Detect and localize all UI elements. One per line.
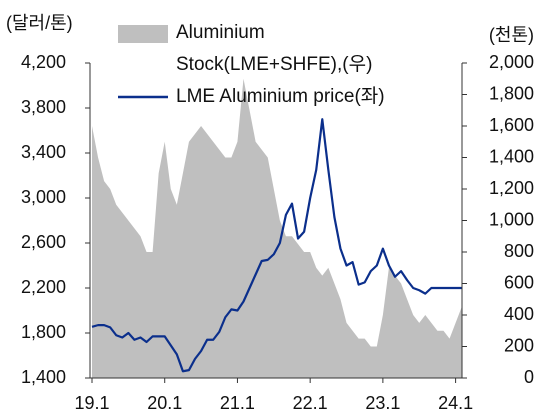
y-tick-label: 3,800 (21, 97, 66, 117)
x-tick-label: 21.1 (220, 393, 255, 412)
area (92, 78, 462, 378)
legend-label: LME Aluminium price(좌) (176, 86, 385, 107)
x-tick-label: 24.1 (438, 393, 473, 412)
y2-tick-label: 1,000 (489, 209, 534, 229)
y-tick-label: 2,600 (21, 232, 66, 252)
y-tick-label: 3,400 (21, 142, 66, 162)
legend-label: Aluminium Stock(LME+SHFE),(우) (176, 22, 373, 75)
y2-tick-label: 0 (524, 367, 534, 387)
y2-tick-label: 1,400 (489, 146, 534, 166)
y2-tick-label: 1,600 (489, 115, 534, 135)
y2-tick-label: 800 (504, 241, 534, 261)
y-axis-title: (달러/톤) (6, 13, 73, 33)
line (91, 118, 462, 373)
y2-tick-label: 600 (504, 272, 534, 292)
y-tick-label: 2,200 (21, 277, 66, 297)
x-tick-label: 19.1 (74, 393, 109, 412)
y2-tick-label: 1,200 (489, 178, 534, 198)
x-tick-label: 23.1 (365, 393, 400, 412)
y-tick-label: 1,800 (21, 322, 66, 342)
y2-tick-label: 2,000 (489, 52, 534, 72)
y-tick-label: 1,400 (21, 367, 66, 387)
y2-tick-label: 400 (504, 304, 534, 324)
y-tick-label: 3,000 (21, 187, 66, 207)
legend-swatch (118, 25, 168, 43)
y2-tick-label: 1,800 (489, 83, 534, 103)
x-tick-label: 22.1 (293, 393, 328, 412)
y2-axis-title: (천톤) (489, 25, 534, 45)
x-tick-label: 20.1 (147, 393, 182, 412)
y-tick-label: 4,200 (21, 52, 66, 72)
y2-tick-label: 200 (504, 335, 534, 355)
